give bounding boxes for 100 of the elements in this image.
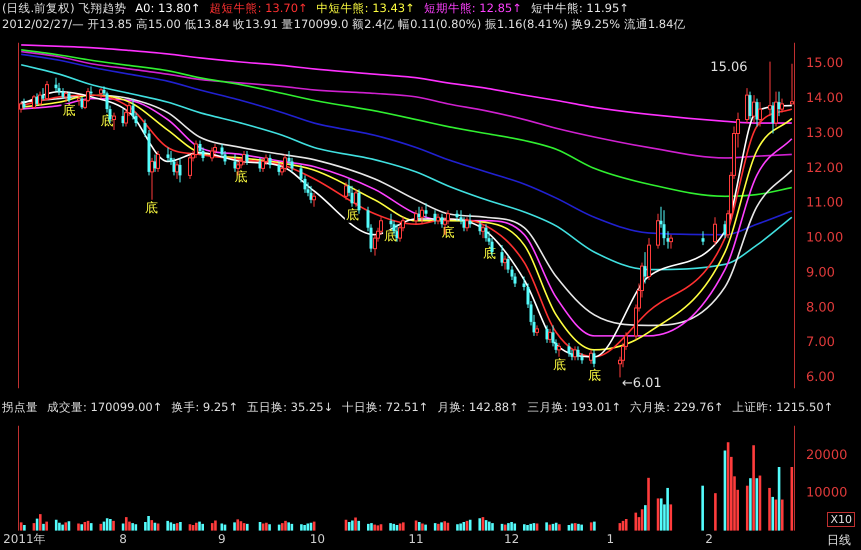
bar	[290, 524, 294, 531]
annotation: 底	[552, 358, 566, 374]
bar	[545, 522, 548, 531]
bar	[491, 523, 494, 531]
bar	[300, 524, 303, 531]
text: 中短牛熊: 13.43↑	[316, 1, 415, 15]
bar	[774, 500, 778, 531]
y-tick-label: 6.00	[806, 370, 835, 386]
bar	[236, 519, 240, 531]
text: 上证昨: 1215.50↑	[732, 400, 834, 414]
bar	[513, 523, 516, 531]
bar	[459, 523, 462, 531]
y-axis-title: X10	[827, 512, 855, 527]
annotation: 底	[234, 170, 248, 185]
bar	[574, 523, 577, 531]
bar	[434, 523, 436, 531]
x-tick-label: 9	[218, 532, 226, 546]
bar	[666, 488, 669, 531]
bar	[424, 524, 427, 531]
bar	[580, 524, 583, 531]
y-tick-label: 7.00	[806, 335, 835, 350]
bar	[752, 445, 755, 531]
bar	[262, 523, 264, 531]
bar	[287, 522, 290, 531]
bar	[443, 521, 446, 531]
annotation: 底	[62, 103, 76, 118]
bar	[590, 522, 592, 531]
bar	[746, 486, 749, 531]
bar	[778, 466, 780, 531]
y-tick-label: 10000	[806, 486, 848, 501]
bar	[482, 517, 484, 531]
bar	[351, 520, 354, 531]
bar	[233, 522, 236, 531]
x-tick-label: 12	[504, 532, 520, 546]
bar	[376, 525, 380, 531]
bar	[504, 524, 507, 531]
bar	[36, 518, 38, 531]
x-tick-label: 2	[705, 532, 713, 546]
bar	[414, 520, 418, 531]
bar	[380, 524, 382, 531]
bar	[210, 523, 214, 531]
bar	[278, 524, 280, 531]
text: 超短牛熊: 13.70↑	[210, 1, 308, 15]
bar	[418, 522, 421, 531]
bar	[214, 520, 217, 531]
bar	[258, 522, 262, 531]
bar	[354, 518, 357, 531]
bar	[536, 523, 538, 531]
bar	[640, 509, 644, 531]
y-tick-label: 10.00	[806, 230, 844, 246]
y-tick-label: 8.00	[806, 300, 835, 316]
text: 短中牛熊: 11.95↑	[530, 1, 629, 15]
bar	[366, 524, 370, 531]
bar	[398, 523, 402, 531]
bar	[99, 524, 102, 531]
bar	[396, 524, 398, 531]
annotation: 底	[441, 226, 454, 241]
bar	[462, 522, 466, 531]
bar	[42, 524, 45, 531]
annotation: 15.06	[710, 60, 748, 76]
bar	[373, 524, 376, 531]
bar	[122, 523, 124, 531]
bar	[714, 493, 717, 531]
bar	[134, 524, 138, 531]
y-tick-label: 9.00	[806, 265, 835, 280]
bar	[306, 523, 310, 531]
chart-title: 拐点量	[2, 400, 38, 414]
text: A0: 13.80↑	[135, 1, 201, 15]
text: 十日换: 72.51↑	[342, 400, 428, 414]
bar	[370, 523, 373, 531]
bar	[131, 523, 134, 531]
bar	[755, 478, 758, 531]
y-tick-label: 15.00	[806, 56, 844, 72]
bar	[170, 522, 172, 531]
bar	[656, 498, 660, 531]
text: 成交量: 170099.00↑	[47, 400, 162, 414]
bar	[780, 500, 784, 531]
bar	[58, 522, 61, 531]
bar	[478, 518, 482, 531]
bar	[510, 522, 513, 531]
bar	[102, 522, 106, 531]
bar	[529, 524, 532, 531]
annotation: 底	[346, 208, 359, 224]
text: 月换: 142.88↑	[437, 400, 519, 414]
annotation: ←6.01	[622, 376, 662, 391]
bar	[124, 517, 128, 531]
y-tick-label: 13.00	[806, 126, 844, 141]
x-axis-title: 日线	[827, 532, 851, 549]
bar	[768, 488, 771, 531]
x-tick-label: 8	[119, 532, 127, 546]
bar	[466, 520, 468, 531]
text: 三月换: 193.01↑	[528, 400, 622, 414]
bar	[440, 522, 443, 531]
bar	[357, 520, 360, 531]
bar	[201, 524, 204, 531]
bar	[312, 522, 316, 531]
bar	[389, 523, 392, 531]
x-tick-label: 11	[408, 532, 424, 546]
bar	[701, 486, 704, 531]
bar	[246, 524, 249, 531]
